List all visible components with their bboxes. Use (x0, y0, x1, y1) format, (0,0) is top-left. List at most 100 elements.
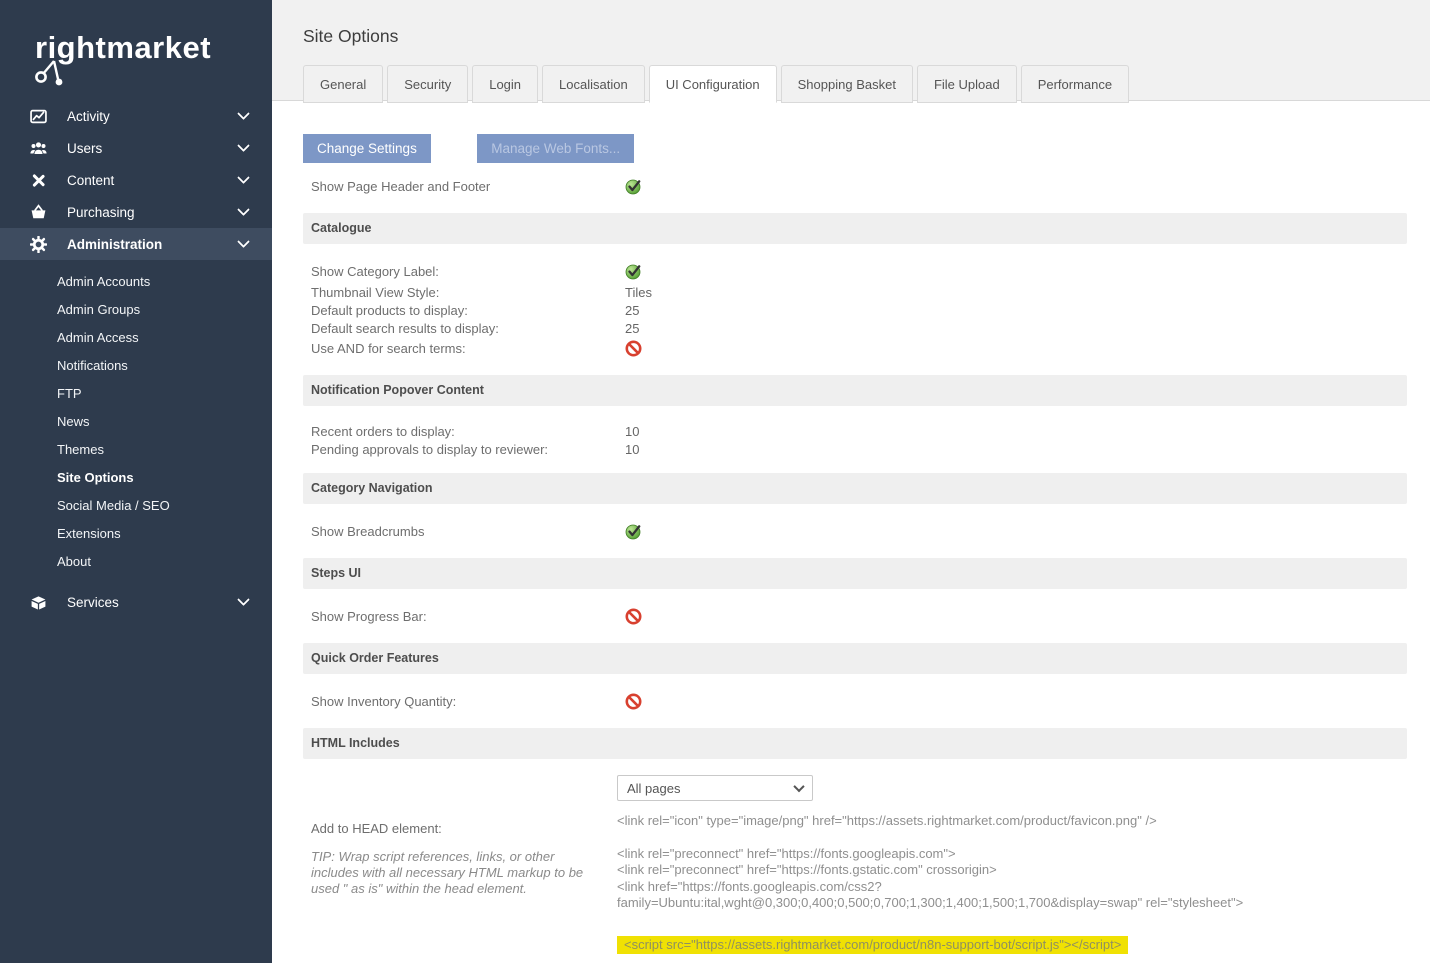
field-label: Show Progress Bar: (311, 609, 427, 624)
tab-login[interactable]: Login (472, 65, 539, 103)
brand-name: rightmarket (35, 30, 212, 65)
field-label: Recent orders to display: (311, 423, 455, 439)
code-line: family=Ubuntu:ital,wght@0,300;0,400;0,50… (617, 895, 1244, 910)
field-label: Show Page Header and Footer (311, 179, 491, 194)
field-recent-orders: Recent orders to display: 10 (303, 422, 1407, 440)
field-show-page-header-footer: Show Page Header and Footer (303, 175, 1407, 198)
sidebar-item-purchasing[interactable]: Purchasing (0, 196, 272, 228)
tab-performance[interactable]: Performance (1020, 65, 1130, 103)
disabled-no-icon (625, 693, 642, 710)
sidebar-item-activity[interactable]: Activity (0, 100, 272, 132)
field-label: Show Inventory Quantity: (311, 694, 457, 709)
tab-security[interactable]: Security (387, 65, 469, 103)
field-label: Pending approvals to display to reviewer… (311, 441, 549, 457)
sidebar-item-notifications[interactable]: Notifications (57, 358, 128, 373)
sidebar-item-about[interactable]: About (57, 554, 91, 569)
field-label: Show Category Label: (311, 264, 439, 279)
enabled-check-icon (625, 178, 642, 195)
tab-shopping-basket[interactable]: Shopping Basket (780, 65, 913, 103)
field-thumbnail-view-style: Thumbnail View Style: Tiles (303, 283, 1407, 301)
sidebar: rightmarket Activity Users (0, 0, 272, 963)
sidebar-item-admin-access[interactable]: Admin Access (57, 330, 139, 345)
sidebar-item-ftp[interactable]: FTP (57, 386, 82, 401)
code-line: <link href="https://fonts.googleapis.com… (617, 878, 882, 894)
pages-select-value: All pages (627, 780, 681, 796)
chevron-down-icon (237, 592, 250, 606)
sidebar-item-label: Content (67, 172, 115, 188)
enabled-check-icon (625, 263, 642, 280)
sidebar-item-label: Purchasing (67, 204, 135, 220)
code-line: <link rel="preconnect" href="https://fon… (617, 845, 956, 861)
field-label: Use AND for search terms: (311, 341, 466, 356)
html-includes-editor: All pages <link rel="icon" type="image/p… (617, 775, 1407, 954)
change-settings-button[interactable]: Change Settings (303, 134, 431, 163)
sidebar-item-site-options[interactable]: Site Options (57, 470, 134, 485)
sidebar-item-users[interactable]: Users (0, 132, 272, 164)
sidebar-item-content[interactable]: Content (0, 164, 272, 196)
section-catalogue: Catalogue (303, 213, 1407, 244)
manage-web-fonts-button[interactable]: Manage Web Fonts... (477, 134, 635, 163)
sidebar-item-news[interactable]: News (57, 414, 90, 429)
tab-general[interactable]: General (303, 65, 384, 103)
activity-chart-icon (30, 108, 47, 125)
chevron-down-icon (237, 202, 250, 216)
sidebar-item-admin-groups[interactable]: Admin Groups (57, 302, 141, 317)
field-default-search-results: Default search results to display: 25 (303, 319, 1407, 337)
toolbar: Change Settings Manage Web Fonts... (303, 134, 1407, 163)
section-html-includes: HTML Includes (303, 728, 1407, 759)
field-show-category-label: Show Category Label: (303, 260, 1407, 283)
tab-file-upload[interactable]: File Upload (916, 65, 1017, 103)
sidebar-item-extensions[interactable]: Extensions (57, 526, 121, 541)
chevron-down-icon (793, 780, 805, 793)
sidebar-item-label: Activity (67, 108, 110, 124)
chevron-down-icon (237, 138, 250, 152)
field-value: Tiles (625, 284, 652, 300)
chevron-down-icon (237, 170, 250, 184)
head-code-favicon: <link rel="icon" type="image/png" href="… (617, 813, 1407, 830)
sidebar-nav: Activity Users Content (0, 100, 272, 618)
administration-submenu: Admin Accounts Admin Groups Admin Access… (0, 260, 272, 586)
head-includes-tip: TIP: Wrap script references, links, or o… (311, 849, 584, 896)
sidebar-item-label: Users (67, 140, 103, 156)
field-value: 10 (625, 441, 640, 457)
tools-icon (30, 172, 47, 189)
sidebar-item-services[interactable]: Services (0, 586, 272, 618)
field-label: Show Breadcrumbs (311, 524, 425, 539)
field-default-products: Default products to display: 25 (303, 301, 1407, 319)
sidebar-item-label: Administration (67, 236, 163, 252)
section-notification-popover: Notification Popover Content (303, 375, 1407, 406)
field-pending-approvals: Pending approvals to display to reviewer… (303, 440, 1407, 458)
sidebar-item-administration[interactable]: Administration (0, 228, 272, 260)
section-category-navigation: Category Navigation (303, 473, 1407, 504)
code-line: <link rel="preconnect" href="https://fon… (617, 862, 997, 877)
code-line: <link rel="icon" type="image/png" href="… (617, 813, 1157, 828)
head-code-fonts: <link rel="preconnect" href="https://fon… (617, 846, 1407, 912)
sidebar-item-social-media-seo[interactable]: Social Media / SEO (57, 498, 170, 513)
section-steps-ui: Steps UI (303, 558, 1407, 589)
tab-bar: General Security Login Localisation UI C… (303, 65, 1407, 103)
field-use-and-search: Use AND for search terms: (303, 337, 1407, 360)
field-show-progress-bar: Show Progress Bar: (303, 605, 1407, 628)
page-title: Site Options (303, 26, 399, 46)
field-label: Default products to display: (311, 302, 468, 318)
sidebar-item-admin-accounts[interactable]: Admin Accounts (57, 274, 151, 289)
field-value: 10 (625, 423, 640, 439)
field-label: Thumbnail View Style: (311, 284, 440, 300)
tab-ui-configuration[interactable]: UI Configuration (648, 65, 777, 103)
package-box-icon (30, 594, 47, 611)
field-value: 25 (625, 320, 640, 336)
tab-localisation[interactable]: Localisation (542, 65, 645, 103)
gear-icon (30, 235, 47, 253)
disabled-no-icon (625, 340, 642, 357)
highlighted-code-line: <script src="https://assets.rightmarket.… (617, 935, 1129, 954)
enabled-check-icon (625, 523, 642, 540)
add-to-head-label: Add to HEAD element: (311, 821, 442, 836)
field-show-inventory-quantity: Show Inventory Quantity: (303, 690, 1407, 713)
chevron-down-icon (237, 234, 250, 248)
pages-select[interactable]: All pages (617, 775, 813, 801)
sidebar-item-themes[interactable]: Themes (57, 442, 104, 457)
disabled-no-icon (625, 608, 642, 625)
brand-logo[interactable]: rightmarket (0, 0, 272, 100)
main-area: Site Options General Security Login Loca… (272, 0, 1430, 963)
